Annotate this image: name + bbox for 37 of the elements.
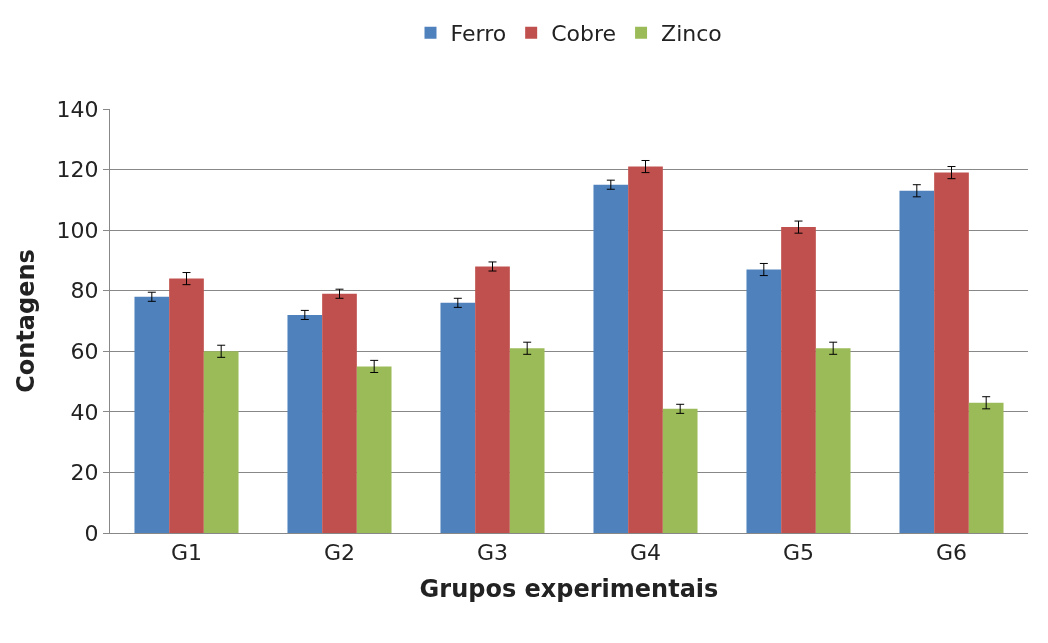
x-tick-label: G5 [782, 540, 815, 566]
bar [781, 227, 816, 533]
bar [134, 296, 170, 533]
bar [899, 190, 935, 533]
y-tick-label: 0 [84, 520, 99, 546]
bar [662, 408, 698, 533]
bar [593, 184, 629, 533]
y-tick-label: 100 [56, 217, 99, 243]
bar [356, 366, 392, 533]
bar [440, 302, 476, 533]
x-tick-label: G2 [323, 540, 356, 566]
y-tick-label: 120 [56, 157, 99, 183]
bar [815, 348, 851, 533]
bar [934, 172, 969, 533]
bar [475, 266, 510, 533]
bar [169, 278, 204, 533]
y-tick-label: 40 [70, 399, 99, 425]
bar [203, 351, 239, 533]
bar [322, 293, 357, 533]
y-tick-label: 140 [56, 96, 99, 122]
bar [746, 269, 782, 533]
y-axis-title: Contagens [11, 249, 40, 393]
legend-label: Ferro [450, 21, 507, 47]
bar [628, 166, 663, 533]
x-axis-title: Grupos experimentais [419, 574, 719, 603]
x-tick-label: G3 [476, 540, 509, 566]
bar [509, 348, 545, 533]
bar [287, 314, 323, 533]
y-tick-label: 20 [70, 460, 99, 486]
y-tick-label: 60 [70, 338, 99, 364]
bar [968, 402, 1004, 533]
legend-label: Cobre [551, 21, 617, 47]
legend-label: Zinco [661, 21, 722, 47]
y-tick-label: 80 [70, 278, 99, 304]
x-tick-label: G1 [170, 540, 203, 566]
x-tick-label: G4 [629, 540, 662, 566]
x-tick-label: G6 [935, 540, 968, 566]
